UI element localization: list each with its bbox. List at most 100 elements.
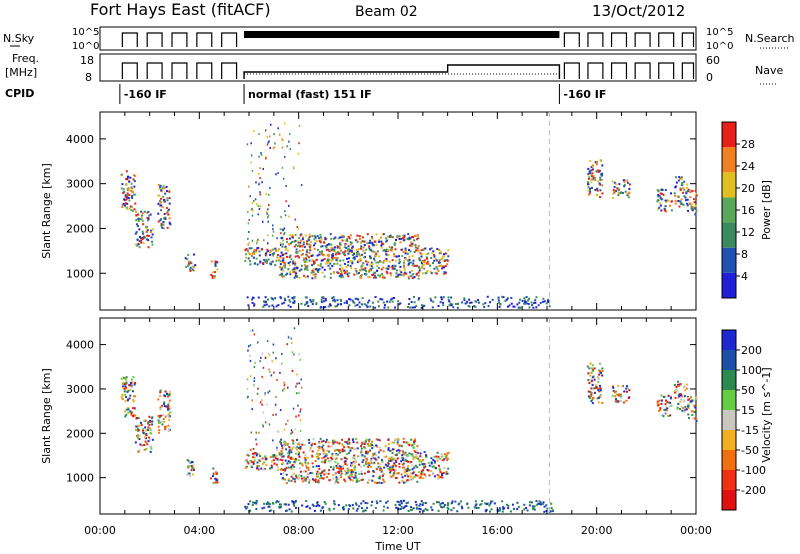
data-cell: [676, 380, 679, 383]
data-cell: [384, 237, 387, 240]
data-cell: [399, 302, 402, 305]
data-cell: [303, 480, 306, 483]
data-cell: [490, 500, 493, 503]
colorbar-tick-label: -100: [741, 464, 766, 477]
data-cell: [133, 407, 136, 410]
data-cell: [320, 298, 323, 301]
data-cell: [550, 507, 553, 510]
data-cell: [166, 197, 169, 200]
data-cell: [546, 300, 549, 303]
data-cell: [601, 184, 604, 187]
data-cell: [131, 196, 134, 199]
data-cell: [251, 207, 253, 210]
data-cell: [256, 240, 258, 243]
data-cell: [295, 268, 298, 271]
data-cell: [122, 381, 125, 384]
data-cell: [281, 451, 284, 454]
data-cell: [336, 441, 339, 444]
data-cell: [317, 446, 320, 449]
x-tick-label: 00:00: [680, 524, 712, 537]
data-cell: [667, 401, 670, 404]
data-cell: [315, 268, 318, 271]
data-cell: [669, 401, 672, 404]
data-cell: [305, 260, 308, 263]
data-cell: [280, 232, 282, 235]
data-cell: [379, 462, 382, 465]
data-cell: [308, 233, 311, 236]
data-cell: [410, 460, 413, 463]
data-cell: [413, 276, 416, 279]
data-cell: [444, 455, 447, 458]
data-cell: [136, 238, 139, 241]
data-cell: [617, 385, 620, 388]
data-cell: [627, 387, 630, 390]
data-cell: [315, 303, 318, 306]
colorbar-tick-label: 16: [741, 204, 755, 217]
data-cell: [656, 400, 659, 403]
data-cell: [339, 474, 342, 477]
data-cell: [394, 503, 397, 506]
data-cell: [412, 507, 415, 510]
data-cell: [345, 300, 348, 303]
data-cell: [399, 265, 402, 268]
data-cell: [267, 208, 269, 211]
data-cell: [319, 262, 322, 265]
data-cell: [444, 456, 447, 459]
colorbar-tick-label: 15: [741, 404, 755, 417]
data-cell: [246, 378, 249, 381]
data-cell: [211, 475, 214, 478]
data-cell: [317, 473, 320, 476]
data-cell: [320, 245, 323, 248]
data-cell: [484, 509, 487, 512]
data-cell: [347, 469, 350, 472]
data-cell: [268, 423, 271, 426]
data-cell: [149, 213, 152, 216]
data-cell: [385, 258, 388, 261]
data-cell: [295, 272, 298, 275]
data-cell: [420, 249, 423, 252]
data-cell: [267, 502, 270, 505]
data-cell: [298, 124, 301, 127]
data-cell: [594, 386, 597, 389]
data-cell: [409, 475, 412, 478]
data-cell: [188, 472, 191, 475]
data-cell: [279, 266, 282, 269]
data-cell: [599, 159, 602, 162]
data-cell: [417, 298, 420, 301]
data-cell: [322, 452, 325, 455]
data-cell: [287, 295, 290, 298]
data-cell: [439, 301, 442, 304]
data-cell: [406, 467, 409, 470]
data-cell: [360, 303, 363, 306]
data-cell: [444, 252, 447, 255]
data-cell: [122, 190, 125, 193]
data-cell: [132, 398, 135, 401]
data-cell: [486, 295, 489, 298]
data-cell: [381, 478, 384, 481]
data-cell: [346, 467, 349, 470]
data-cell: [425, 262, 428, 265]
data-cell: [305, 258, 308, 261]
data-cell: [365, 460, 368, 463]
data-cell: [398, 255, 401, 258]
data-cell: [619, 399, 622, 402]
data-cell: [673, 390, 676, 393]
data-cell: [316, 456, 319, 459]
data-cell: [347, 245, 350, 248]
data-cell: [261, 352, 263, 355]
data-cell: [426, 509, 429, 512]
data-cell: [404, 505, 407, 508]
data-cell: [418, 507, 421, 510]
data-cell: [438, 259, 441, 262]
data-cell: [300, 254, 303, 257]
data-cell: [600, 174, 603, 177]
data-cell: [350, 471, 353, 474]
data-cell: [358, 272, 361, 275]
data-cell: [168, 190, 171, 193]
data-cell: [292, 477, 295, 480]
data-cell: [246, 453, 249, 456]
data-cell: [536, 503, 539, 506]
data-cell: [679, 407, 682, 410]
data-cell: [133, 180, 136, 183]
data-cell: [324, 455, 327, 458]
